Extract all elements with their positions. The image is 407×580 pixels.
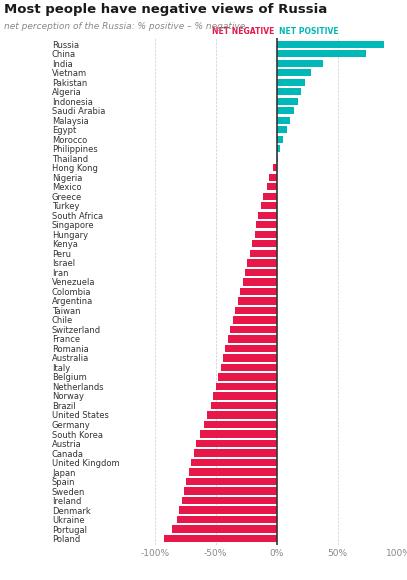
Bar (186, 478, 277, 485)
Bar (250, 250, 277, 257)
Bar (277, 98, 298, 105)
Bar (225, 345, 277, 352)
Bar (277, 41, 384, 48)
Bar (235, 307, 277, 314)
Bar (245, 269, 277, 276)
Text: NET POSITIVE: NET POSITIVE (279, 27, 339, 36)
Bar (233, 317, 277, 324)
Bar (172, 525, 277, 532)
Bar (216, 383, 277, 390)
Bar (177, 516, 277, 523)
Bar (221, 364, 277, 371)
Bar (184, 487, 277, 495)
Bar (252, 240, 277, 248)
Bar (223, 354, 277, 361)
Bar (207, 411, 277, 419)
Bar (228, 335, 277, 343)
Bar (211, 402, 277, 409)
Bar (255, 231, 277, 238)
Bar (191, 459, 277, 466)
Bar (277, 117, 290, 124)
Bar (194, 450, 277, 456)
Bar (204, 421, 277, 428)
Bar (238, 298, 277, 304)
Bar (277, 79, 305, 86)
Bar (261, 202, 277, 209)
Bar (277, 155, 278, 162)
Bar (273, 164, 277, 172)
Bar (277, 146, 280, 153)
Text: NET NEGATIVE: NET NEGATIVE (212, 27, 274, 36)
Bar (256, 222, 277, 229)
Bar (277, 69, 311, 77)
Bar (213, 393, 277, 400)
Bar (230, 326, 277, 333)
Bar (277, 107, 294, 114)
Bar (240, 288, 277, 295)
Bar (277, 50, 366, 57)
Bar (164, 535, 277, 542)
Bar (243, 278, 277, 285)
Bar (182, 497, 277, 504)
Bar (258, 212, 277, 219)
Bar (277, 126, 287, 133)
Bar (200, 430, 277, 437)
Bar (247, 259, 277, 266)
Bar (189, 469, 277, 476)
Bar (277, 88, 301, 96)
Bar (277, 60, 323, 67)
Bar (269, 174, 277, 181)
Bar (267, 183, 277, 190)
Bar (179, 506, 277, 514)
Bar (196, 440, 277, 447)
Bar (277, 136, 283, 143)
Bar (218, 374, 277, 380)
Text: Most people have negative views of Russia: Most people have negative views of Russi… (4, 3, 327, 16)
Bar (263, 193, 277, 200)
Text: net perception of the Russia: % positive – % negative: net perception of the Russia: % positive… (4, 22, 245, 31)
